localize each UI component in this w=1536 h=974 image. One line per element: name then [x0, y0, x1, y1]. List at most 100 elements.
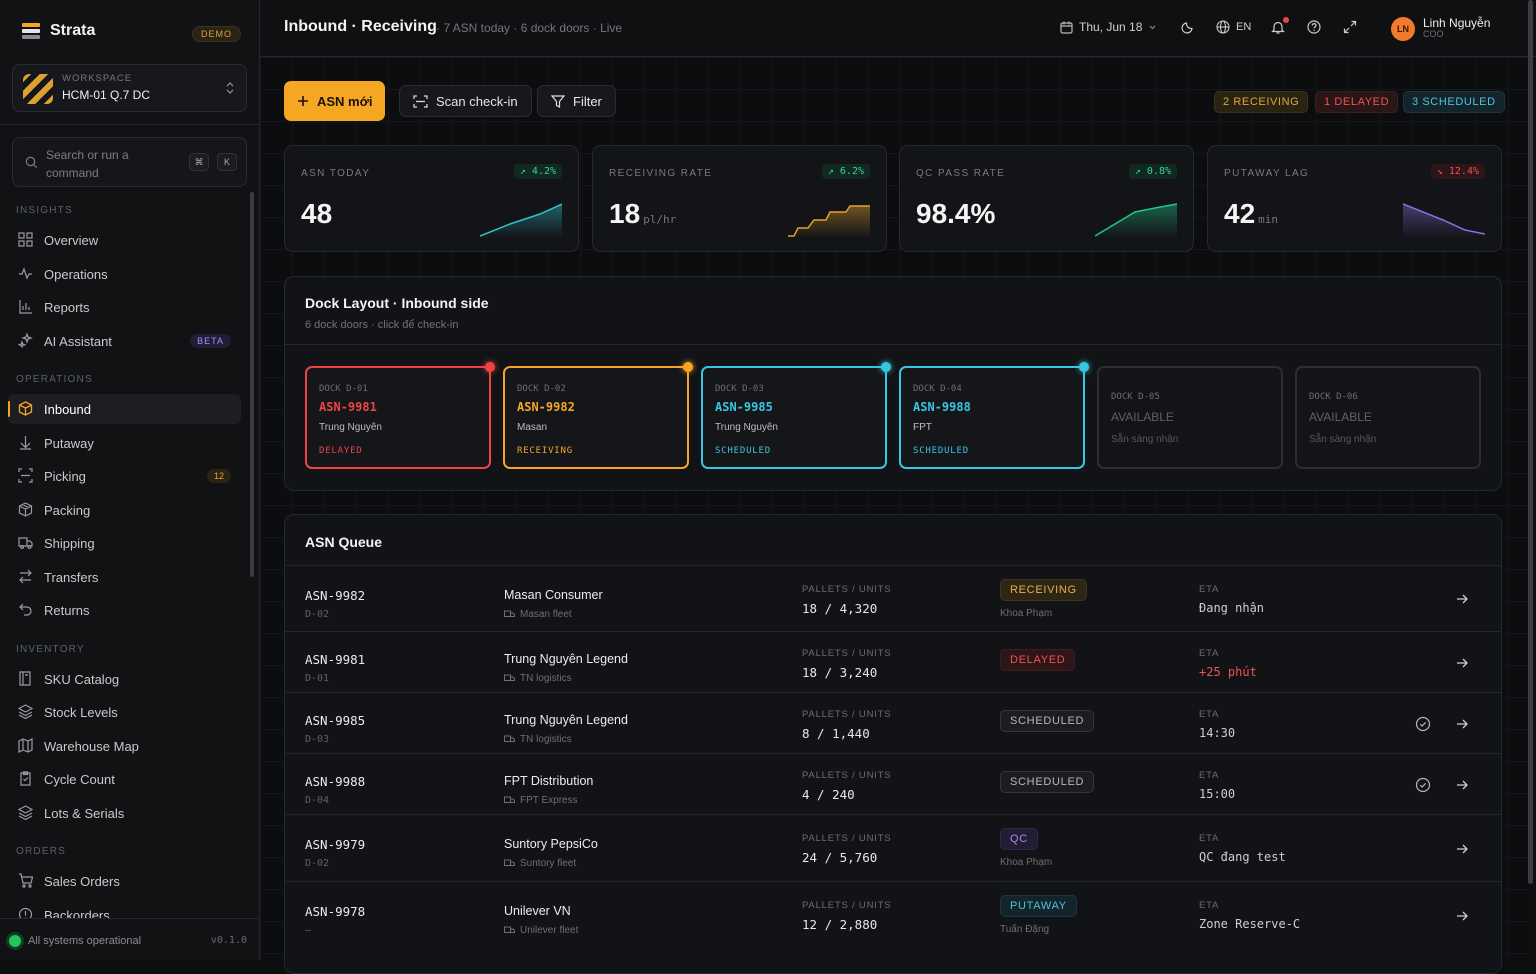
avatar[interactable]: LN [1391, 17, 1415, 41]
asn-id[interactable]: ASN-9979 [305, 837, 366, 852]
dock-ref: D-02 [305, 858, 330, 869]
brand[interactable]: Strata [22, 22, 95, 40]
dock-status-dot [683, 362, 693, 372]
section-orders: ORDERS [16, 846, 66, 857]
sidebar-item-sku-catalog[interactable]: SKU Catalog [8, 664, 241, 694]
sidebar-item-shipping[interactable]: Shipping [8, 528, 241, 558]
dock-asn: ASN-9982 [517, 400, 575, 414]
kpi-card[interactable]: QC PASS RATE 98.4% ↗ 0.8% [899, 145, 1194, 252]
nav-badge: BETA [190, 334, 231, 348]
table-row[interactable]: ASN-9979 D-02 Suntory PepsiCo Suntory fl… [285, 814, 1501, 881]
kpi-unit: min [1258, 213, 1279, 226]
sidebar-item-label: Inbound [44, 401, 91, 417]
sidebar-item-inbound[interactable]: Inbound [8, 394, 241, 424]
dock-ref: D-02 [305, 609, 330, 620]
eta-value: 14:30 [1199, 726, 1236, 740]
fleet-name: Suntory fleet [520, 858, 577, 869]
sidebar-item-ai-assistant[interactable]: AI Assistant BETA [8, 326, 241, 356]
scan-checkin-button[interactable]: Scan check-in [399, 85, 532, 117]
arrow-right-icon[interactable] [1455, 656, 1469, 670]
asn-id[interactable]: ASN-9978 [305, 904, 366, 919]
asn-id[interactable]: ASN-9988 [305, 774, 366, 789]
sidebar-item-packing[interactable]: Packing [8, 495, 241, 525]
supplier-name: Trung Nguyên Legend [504, 713, 628, 727]
status-pill-delayed[interactable]: 1 DELAYED [1315, 91, 1399, 113]
table-row[interactable]: ASN-9981 D-01 Trung Nguyên Legend TN log… [285, 631, 1501, 692]
kpi-label: ASN TODAY [301, 168, 371, 179]
transfer-icon [19, 569, 32, 584]
dock-asn: ASN-9988 [913, 400, 971, 414]
user-name[interactable]: Linh Nguyễn [1423, 16, 1491, 30]
status-pill-scheduled[interactable]: 3 SCHEDULED [1403, 91, 1505, 113]
sidebar-item-reports[interactable]: Reports [8, 292, 241, 322]
dock-asn: AVAILABLE [1111, 410, 1174, 424]
arrow-right-icon[interactable] [1455, 778, 1469, 792]
sidebar-item-warehouse-map[interactable]: Warehouse Map [8, 731, 241, 761]
dock-status: DELAYED [319, 446, 363, 456]
kpi-card[interactable]: RECEIVING RATE 18 pl/hr ↗ 6.2% [592, 145, 887, 252]
dock-card[interactable]: DOCK D-02 ASN-9982 Masan RECEIVING [503, 362, 693, 469]
layers-icon [18, 704, 33, 719]
arrow-right-icon[interactable] [1455, 592, 1469, 606]
command-search[interactable]: Search or run a command ⌘ K [12, 137, 247, 187]
new-asn-button[interactable]: ASN mới [284, 81, 386, 121]
table-row[interactable]: ASN-9988 D-04 FPT Distribution FPT Expre… [285, 753, 1501, 814]
arrow-right-icon[interactable] [1455, 717, 1469, 731]
sidebar-item-returns[interactable]: Returns [8, 595, 241, 625]
check-circle-icon[interactable] [1415, 777, 1431, 793]
bell-icon[interactable] [1271, 20, 1285, 35]
check-circle-icon[interactable] [1415, 716, 1431, 732]
table-row[interactable]: ASN-9978 — Unilever VN Unilever fleet PA… [285, 881, 1501, 948]
kpi-card[interactable]: ASN TODAY 48 ↗ 4.2% [284, 145, 579, 252]
asn-id[interactable]: ASN-9981 [305, 652, 366, 667]
sidebar-item-putaway[interactable]: Putaway [8, 428, 241, 458]
sidebar-item-label: Operations [44, 266, 108, 282]
status-badge: QC [1000, 828, 1038, 850]
fleet-name: TN logistics [520, 673, 572, 684]
sidebar-scrollbar[interactable] [250, 192, 254, 577]
sidebar-item-lots-serials[interactable]: Lots & Serials [8, 798, 241, 828]
table-row[interactable]: ASN-9985 D-03 Trung Nguyên Legend TN log… [285, 692, 1501, 753]
arrow-right-icon[interactable] [1455, 842, 1469, 856]
truck-icon [504, 859, 515, 866]
date-picker[interactable]: Thu, Jun 18 [1060, 20, 1157, 34]
dock-card[interactable]: DOCK D-03 ASN-9985 Trung Nguyên SCHEDULED [701, 362, 891, 469]
expand-icon[interactable] [1343, 20, 1357, 34]
dock-card[interactable]: DOCK D-01 ASN-9981 Trung Nguyên DELAYED [305, 362, 495, 469]
table-row[interactable]: ASN-9982 D-02 Masan Consumer Masan fleet… [285, 565, 1501, 631]
dock-status: RECEIVING [517, 446, 573, 456]
kpi-value: 18 pl/hr [609, 198, 676, 230]
sidebar-item-label: Shipping [44, 535, 95, 551]
moon-icon[interactable] [1181, 20, 1195, 34]
version: v0.1.0 [210, 935, 247, 946]
sidebar-item-stock-levels[interactable]: Stock Levels [8, 697, 241, 727]
dock-supplier: Trung Nguyên [319, 422, 382, 433]
sidebar-item-transfers[interactable]: Transfers [8, 562, 241, 592]
fleet: TN logistics [504, 673, 572, 684]
language-switcher[interactable]: EN [1216, 20, 1251, 34]
filter-button[interactable]: Filter [537, 85, 616, 117]
dock-status-dot [1079, 362, 1089, 372]
arrow-right-icon[interactable] [1455, 909, 1469, 923]
kpi-card[interactable]: PUTAWAY LAG 42 min ↘ 12.4% [1207, 145, 1502, 252]
asn-id[interactable]: ASN-9982 [305, 588, 366, 603]
page-scrollbar[interactable] [1528, 0, 1533, 884]
page-title: Inbound · Receiving [284, 18, 437, 35]
sidebar-item-overview[interactable]: Overview [8, 225, 241, 255]
asn-id[interactable]: ASN-9985 [305, 713, 366, 728]
workspace-switcher[interactable]: WORKSPACE HCM-01 Q.7 DC [12, 64, 247, 112]
sidebar-item-operations[interactable]: Operations [8, 259, 241, 289]
undo-icon [19, 603, 32, 616]
sidebar-item-picking[interactable]: Picking 12 [8, 461, 241, 491]
pallets-units: 18 / 4,320 [802, 601, 878, 616]
status-dot [9, 935, 21, 947]
help-icon[interactable] [1307, 20, 1321, 34]
sidebar-item-cycle-count[interactable]: Cycle Count [8, 764, 241, 794]
status-pill-receiving[interactable]: 2 RECEIVING [1214, 91, 1309, 113]
dock-card[interactable]: DOCK D-06 AVAILABLE Sẵn sàng nhận [1295, 366, 1481, 469]
sidebar-item-sales-orders[interactable]: Sales Orders [8, 866, 241, 896]
dock-card[interactable]: DOCK D-04 ASN-9988 FPT SCHEDULED [899, 362, 1089, 469]
sidebar-item-label: SKU Catalog [44, 671, 120, 687]
language-value: EN [1236, 21, 1252, 33]
dock-card[interactable]: DOCK D-05 AVAILABLE Sẵn sàng nhận [1097, 366, 1283, 469]
